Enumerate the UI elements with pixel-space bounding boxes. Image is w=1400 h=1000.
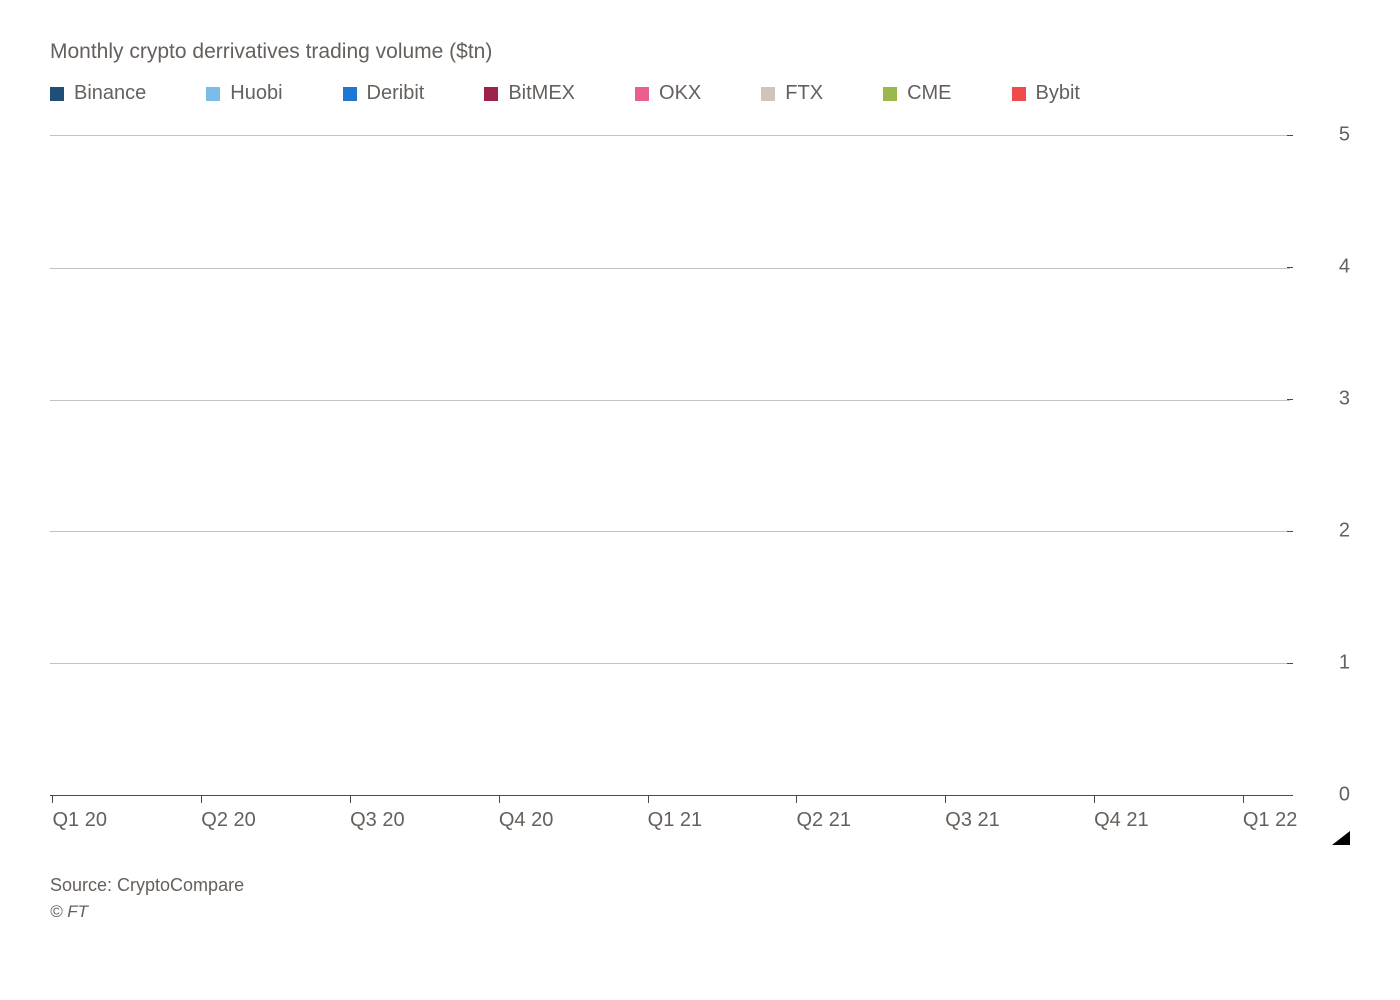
ft-flag-icon bbox=[1332, 831, 1350, 845]
y-axis-label: 5 bbox=[1295, 124, 1350, 147]
x-axis-label: Q3 21 bbox=[945, 809, 999, 832]
x-axis-tick bbox=[648, 795, 649, 803]
legend-label: Deribit bbox=[367, 82, 425, 105]
copyright-text: © FT bbox=[50, 902, 1350, 922]
x-axis-tick bbox=[796, 795, 797, 803]
legend-item: Deribit bbox=[343, 82, 425, 105]
legend-label: CME bbox=[907, 82, 951, 105]
legend-item: Binance bbox=[50, 82, 146, 105]
legend-item: BitMEX bbox=[484, 82, 575, 105]
x-axis-label: Q4 20 bbox=[499, 809, 553, 832]
x-axis-label: Q1 20 bbox=[52, 809, 106, 832]
y-axis-label: 4 bbox=[1295, 256, 1350, 279]
plot-area bbox=[50, 135, 1290, 795]
y-axis-label: 1 bbox=[1295, 652, 1350, 675]
x-axis-tick bbox=[201, 795, 202, 803]
legend-swatch bbox=[883, 87, 897, 101]
gridline bbox=[50, 663, 1290, 664]
y-axis-label: 2 bbox=[1295, 520, 1350, 543]
x-axis-label: Q4 21 bbox=[1094, 809, 1148, 832]
y-axis-label: 0 bbox=[1295, 784, 1350, 807]
legend-item: Bybit bbox=[1012, 82, 1080, 105]
gridline bbox=[50, 531, 1290, 532]
legend-label: FTX bbox=[785, 82, 823, 105]
legend-item: OKX bbox=[635, 82, 701, 105]
legend-label: BitMEX bbox=[508, 82, 575, 105]
gridline bbox=[50, 268, 1290, 269]
source-text: Source: CryptoCompare bbox=[50, 875, 1350, 896]
chart-subtitle: Monthly crypto derrivatives trading volu… bbox=[50, 40, 1350, 64]
legend-swatch bbox=[484, 87, 498, 101]
x-axis-tick bbox=[499, 795, 500, 803]
x-axis-tick bbox=[1094, 795, 1095, 803]
x-axis-tick bbox=[52, 795, 53, 803]
legend-swatch bbox=[206, 87, 220, 101]
x-axis-label: Q2 20 bbox=[201, 809, 255, 832]
x-axis-tick bbox=[945, 795, 946, 803]
legend-swatch bbox=[635, 87, 649, 101]
gridline bbox=[50, 400, 1290, 401]
x-axis: Q1 20 Q2 20 Q3 20 Q4 20 Q1 21 Q2 21 Q3 21 Q4 21… bbox=[50, 795, 1290, 845]
bars-container bbox=[50, 136, 1290, 795]
y-axis-tick bbox=[1287, 531, 1293, 532]
legend-label: Binance bbox=[74, 82, 146, 105]
legend-item: FTX bbox=[761, 82, 823, 105]
x-axis-tick bbox=[1243, 795, 1244, 803]
legend-swatch bbox=[761, 87, 775, 101]
y-axis-tick bbox=[1287, 267, 1293, 268]
y-axis-label: 3 bbox=[1295, 388, 1350, 411]
legend: Binance Huobi Deribit BitMEX OKX FTX CME Bybit bbox=[50, 82, 1350, 111]
x-axis-label: Q1 21 bbox=[648, 809, 702, 832]
legend-swatch bbox=[343, 87, 357, 101]
legend-item: CME bbox=[883, 82, 951, 105]
y-axis-tick bbox=[1287, 135, 1293, 136]
chart: 0 1 2 3 4 5 Q1 20 Q2 20 Q3 20 Q4 20 Q1 21 Q2 21 Q3 … bbox=[50, 125, 1350, 845]
legend-label: Bybit bbox=[1036, 82, 1080, 105]
x-axis-tick bbox=[350, 795, 351, 803]
y-axis-tick bbox=[1287, 663, 1293, 664]
y-axis: 012345 bbox=[1295, 135, 1350, 795]
x-axis-label: Q1 22 bbox=[1243, 809, 1297, 832]
legend-label: Huobi bbox=[230, 82, 282, 105]
legend-swatch bbox=[1012, 87, 1026, 101]
y-axis-tick bbox=[1287, 399, 1293, 400]
x-axis-label: Q3 20 bbox=[350, 809, 404, 832]
legend-label: OKX bbox=[659, 82, 701, 105]
x-axis-label: Q2 21 bbox=[796, 809, 850, 832]
legend-item: Huobi bbox=[206, 82, 282, 105]
legend-swatch bbox=[50, 87, 64, 101]
